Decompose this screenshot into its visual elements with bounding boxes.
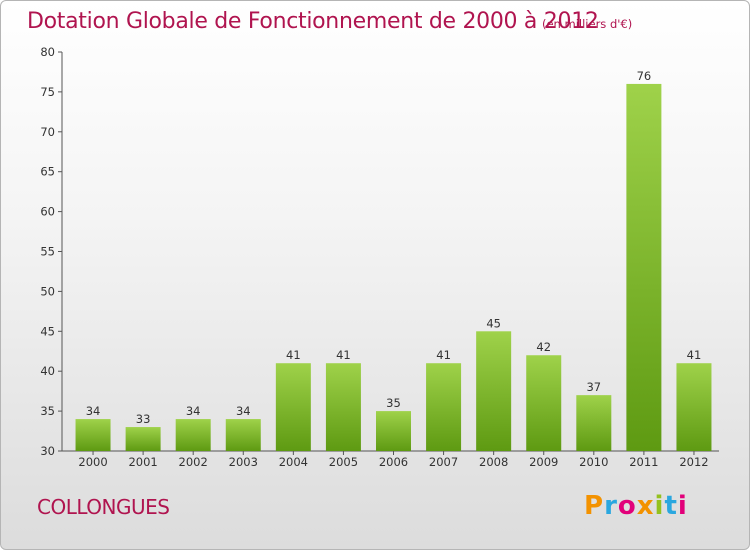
bar-value-label: 41 [336, 348, 351, 362]
logo-letter: r [604, 491, 618, 521]
x-tick-label: 2010 [579, 455, 608, 469]
bar-value-label: 76 [637, 69, 652, 83]
y-tick-label: 35 [40, 404, 55, 418]
bar-2008 [476, 331, 512, 451]
y-tick-label: 65 [40, 165, 55, 179]
bar-2011 [626, 83, 662, 452]
y-tick-label: 70 [40, 125, 55, 139]
x-tick-label: 2012 [679, 455, 708, 469]
bar-value-label: 45 [486, 316, 501, 330]
logo-letter: i [677, 491, 688, 521]
x-tick-label: 2004 [279, 455, 308, 469]
x-tick-label: 2002 [179, 455, 208, 469]
y-tick-label: 50 [40, 284, 55, 298]
y-tick-label: 40 [40, 364, 55, 378]
x-tick-label: 2003 [229, 455, 258, 469]
bar-value-label: 42 [536, 340, 551, 354]
y-tick-label: 55 [40, 245, 55, 259]
bar-value-label: 34 [186, 404, 201, 418]
bar-2000 [75, 419, 111, 451]
x-tick-label: 2005 [329, 455, 358, 469]
bar-2006 [376, 411, 411, 451]
x-tick-label: 2011 [629, 455, 658, 469]
bar-2004 [275, 363, 311, 451]
chart-axes: 30 35 40 45 50 55 60 65 70 75 80 2000 2001 2002 2003 20… [40, 45, 719, 469]
bar-2012 [676, 363, 712, 451]
y-tick-label: 60 [40, 205, 55, 219]
bar-value-label: 35 [386, 396, 401, 410]
bar-value-label: 41 [687, 348, 702, 362]
bar-2007 [426, 363, 462, 451]
bar-2001 [125, 427, 161, 451]
bar-value-label: 41 [286, 348, 301, 362]
x-tick-label: 2001 [128, 455, 157, 469]
bar-value-label: 37 [586, 380, 601, 394]
chart-bars: 34 33 34 34 41 41 35 41 45 42 37 76 41 [75, 69, 712, 452]
bar-2002 [175, 419, 211, 451]
x-tick-label: 2000 [78, 455, 107, 469]
bar-value-label: 34 [236, 404, 251, 418]
logo-letter: x [636, 491, 655, 521]
logo-letter: P [584, 491, 605, 521]
commune-name: COLLONGUES [37, 495, 170, 519]
chart-title: Dotation Globale de Fonctionnement de 20… [27, 9, 599, 34]
logo-letter: o [617, 491, 637, 521]
logo-letter: t [664, 491, 678, 521]
chart-subtitle: (en milliers d'€) [542, 17, 633, 31]
y-tick-label: 30 [40, 444, 55, 458]
y-tick-label: 80 [40, 45, 55, 59]
bar-2010 [576, 395, 612, 451]
x-tick-label: 2009 [529, 455, 558, 469]
x-tick-label: 2008 [479, 455, 508, 469]
proxiti-logo: Proxiti [584, 491, 688, 521]
x-tick-label: 2006 [379, 455, 408, 469]
logo-letter: i [654, 491, 665, 521]
bar-2005 [325, 363, 361, 451]
bar-2009 [526, 355, 562, 451]
x-tick-label: 2007 [429, 455, 458, 469]
bar-value-label: 33 [136, 412, 151, 426]
y-tick-label: 45 [40, 324, 55, 338]
bar-value-label: 34 [86, 404, 101, 418]
bar-value-label: 41 [436, 348, 451, 362]
bar-2003 [225, 419, 261, 451]
y-tick-label: 75 [40, 85, 55, 99]
